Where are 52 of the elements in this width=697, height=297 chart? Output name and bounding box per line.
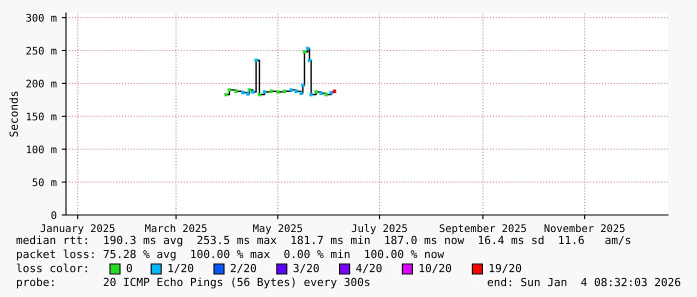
legend-label: 3/20 <box>294 264 319 274</box>
y-tick-label: 150 m <box>26 112 56 120</box>
x-tick-label: May 2025 <box>253 224 302 234</box>
point <box>258 92 262 96</box>
point <box>299 92 303 95</box>
point <box>302 50 306 54</box>
x-tick-label: January 2025 <box>40 224 114 234</box>
legend-label: 4/20 <box>356 264 382 274</box>
y-tick-label: 300 m <box>26 14 56 22</box>
point <box>319 92 323 95</box>
point <box>224 92 228 96</box>
point <box>308 58 312 62</box>
y-tick-label: 50 m <box>32 178 56 186</box>
legend-title: loss color: <box>16 264 87 272</box>
point <box>294 90 298 93</box>
point <box>314 90 318 94</box>
point <box>248 88 252 92</box>
y-tick-label: 100 m <box>26 145 56 154</box>
legend-label: 2/20 <box>230 264 256 274</box>
legend-label: 1/20 <box>168 264 194 274</box>
point <box>241 90 244 94</box>
point <box>276 90 280 94</box>
point <box>289 88 293 92</box>
text: packet loss: 75.28 % avg 100.00 % max 0.00 % min 100.00 % now <box>17 250 444 260</box>
legend-label: 0 <box>126 264 132 272</box>
legend-label: 10/20 <box>420 264 452 274</box>
point <box>324 92 328 96</box>
point <box>301 84 304 88</box>
point <box>306 46 310 50</box>
y-tick-label: 250 m <box>26 46 56 55</box>
point <box>309 92 313 96</box>
x-tick-label: November 2025 <box>544 224 625 232</box>
point <box>329 90 333 94</box>
point <box>234 90 238 93</box>
text: end: Sun Jan 4 08:32:03 2026 <box>488 278 680 286</box>
y-axis-title: Seconds <box>9 92 18 137</box>
y-tick-label: 200 m <box>26 80 56 88</box>
x-tick-label: March 2025 <box>145 224 207 232</box>
point <box>251 90 254 94</box>
point <box>282 90 286 93</box>
x-tick-label: July 2025 <box>352 224 407 234</box>
point <box>228 88 232 92</box>
point <box>332 90 336 93</box>
x-tick-label: September 2025 <box>440 224 526 234</box>
point <box>254 58 258 62</box>
point <box>246 92 250 96</box>
text: probe: 20 ICMP Echo Pings (56 Bytes) every 300s <box>17 278 370 288</box>
legend-label: 19/20 <box>490 264 522 274</box>
y-tick-label: 0 <box>51 211 56 220</box>
text: median rtt: 190.3 ms avg 253.5 ms max 181.7 ms min 187.0 ms now 16.4 ms sd 11.6 am/s <box>16 236 630 246</box>
point <box>262 90 266 94</box>
point <box>269 90 273 93</box>
